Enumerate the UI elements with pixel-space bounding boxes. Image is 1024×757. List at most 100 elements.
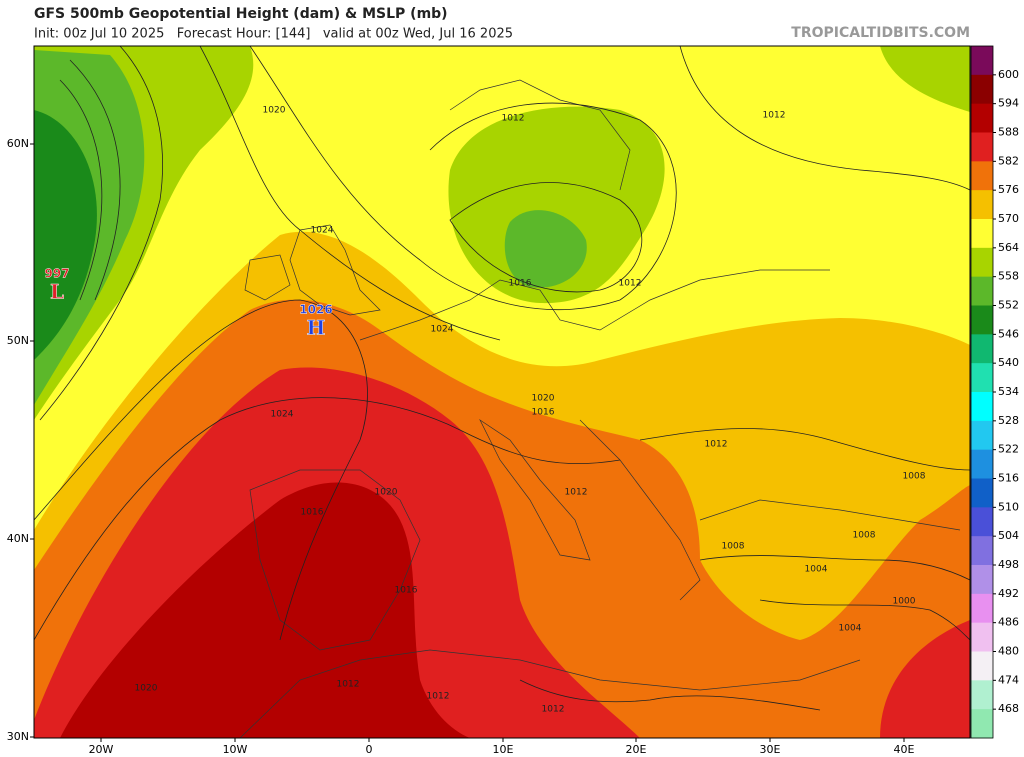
isobar-label: 1016 — [395, 586, 418, 596]
lon-label: 40E — [894, 743, 915, 756]
colorbar-swatch — [971, 651, 993, 681]
colorbar-label: 582 — [998, 154, 1019, 167]
colorbar-label: 588 — [998, 126, 1019, 139]
isobar-label: 1012 — [763, 111, 786, 121]
field-564 — [448, 106, 665, 304]
coastlines — [239, 79, 961, 738]
colorbar-swatch — [971, 46, 993, 76]
isobar-label: 1020 — [263, 106, 286, 116]
isobar-label: 1020 — [375, 488, 398, 498]
axes: 60N 50N 40N 30N 20W 10W 0 10E 20E 30E 40E — [7, 137, 915, 756]
colorbar-label: 558 — [998, 270, 1019, 283]
lon-label: 0 — [366, 743, 373, 756]
center-letter: H — [307, 316, 326, 340]
colorbar-swatch — [971, 219, 993, 249]
colorbar-swatch — [971, 507, 993, 537]
colorbar-swatch — [971, 132, 993, 162]
colorbar-swatch — [971, 622, 993, 652]
colorbar-label: 528 — [998, 414, 1019, 427]
colorbar-label: 504 — [998, 529, 1019, 542]
colorbar-label: 594 — [998, 97, 1019, 110]
lon-label: 20W — [89, 743, 114, 756]
colorbar-swatch — [971, 593, 993, 624]
colorbar-swatch — [971, 305, 993, 335]
field-594 — [60, 482, 470, 738]
colorbar-label: 534 — [998, 385, 1019, 398]
isobars — [34, 46, 970, 711]
isobar-label: 1020 — [135, 684, 158, 694]
colorbar-swatch — [971, 420, 993, 451]
lon-label: 20E — [626, 743, 647, 756]
center-value: 997 — [44, 267, 69, 281]
isobar-labels: 1020 1012 1012 1024 1016 1012 1024 1024 1020 1016… — [135, 106, 926, 715]
isobar-label: 1012 — [337, 680, 360, 690]
title: GFS 500mb Geopotential Height (dam) & MS… — [34, 6, 448, 22]
isobar-label: 1012 — [565, 488, 588, 498]
colorbar-swatch — [971, 363, 993, 393]
lat-label: 50N — [7, 334, 29, 347]
isobar-label: 1012 — [502, 114, 525, 124]
field-588 — [880, 620, 970, 738]
colorbar-swatch — [971, 276, 993, 306]
field-564 — [880, 46, 970, 112]
isobar-label: 1012 — [427, 692, 450, 702]
colorbar-label: 474 — [998, 673, 1019, 686]
colorbar-swatch — [971, 190, 993, 220]
lat-label: 40N — [7, 532, 29, 545]
colorbar-label: 600 — [998, 68, 1019, 81]
credit: TROPICALTIDBITS.COM — [791, 25, 970, 41]
isobar-label: 1012 — [705, 440, 728, 450]
colorbar-swatch — [971, 449, 993, 479]
isobar-label: 1020 — [532, 394, 555, 404]
colorbar-label: 564 — [998, 241, 1019, 254]
colorbar-label: 516 — [998, 472, 1019, 485]
lon-label: 30E — [760, 743, 781, 756]
colorbar-swatch — [971, 565, 993, 595]
colorbar-swatch — [971, 680, 993, 710]
colorbar-swatch — [971, 334, 993, 364]
colorbar-swatch — [971, 536, 993, 566]
isobar-label: 1008 — [722, 542, 745, 552]
colorbar-label: 522 — [998, 443, 1019, 456]
colorbar-label: 576 — [998, 183, 1019, 196]
lat-label: 30N — [7, 730, 29, 743]
colorbar-label: 468 — [998, 702, 1019, 715]
field-558 — [504, 210, 587, 288]
colorbar-label: 486 — [998, 616, 1019, 629]
isobar-label: 1012 — [619, 279, 642, 289]
colorbar-swatch — [971, 103, 993, 133]
colorbar: 600 594 588 582 576 570 564 558 552 546 540 534 528 5… — [970, 45, 1019, 739]
isobar-label: 1004 — [805, 565, 828, 575]
isobar-label: 1004 — [839, 624, 862, 634]
isobar-label: 1024 — [431, 325, 454, 335]
center-value: 1026 — [299, 303, 332, 317]
colorbar-swatch — [971, 709, 993, 739]
colorbar-label: 492 — [998, 587, 1019, 600]
colorbar-swatch — [971, 161, 993, 191]
colorbar-swatch — [971, 478, 993, 508]
colorbar-swatch — [971, 392, 993, 422]
isobar-label: 1016 — [532, 408, 555, 418]
isobar-label: 1016 — [301, 508, 324, 518]
lon-label: 10E — [493, 743, 514, 756]
colorbar-label: 498 — [998, 558, 1019, 571]
colorbar-label: 546 — [998, 327, 1019, 340]
lon-label: 10W — [223, 743, 248, 756]
isobar-label: 1008 — [853, 531, 876, 541]
map: 1020 1012 1012 1024 1016 1012 1024 1024 1020 1016… — [34, 46, 970, 738]
colorbar-label: 480 — [998, 645, 1019, 658]
subtitle: Init: 00z Jul 10 2025 Forecast Hour: [14… — [34, 27, 513, 42]
isobar-label: 1024 — [311, 226, 334, 236]
isobar-label: 1024 — [271, 410, 294, 420]
colorbar-label: 570 — [998, 212, 1019, 225]
colorbar-label: 540 — [998, 356, 1019, 369]
map-frame — [33, 45, 971, 739]
colorbar-swatch — [971, 247, 993, 278]
isobar-label: 1012 — [542, 705, 565, 715]
field-552 — [34, 110, 97, 360]
center-letter: L — [50, 280, 64, 304]
colorbar-label: 552 — [998, 299, 1019, 312]
lat-label: 60N — [7, 137, 29, 150]
